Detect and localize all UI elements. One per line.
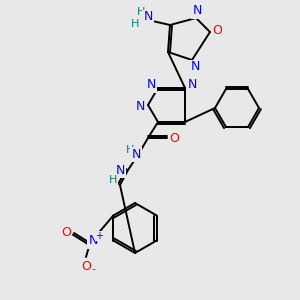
Text: N: N <box>146 79 156 92</box>
Text: H: H <box>126 145 134 155</box>
Text: N: N <box>131 148 141 160</box>
Text: H: H <box>109 175 117 185</box>
Text: H: H <box>131 19 139 29</box>
Text: N: N <box>88 235 98 248</box>
Text: +: + <box>95 231 103 241</box>
Text: O: O <box>169 131 179 145</box>
Text: N: N <box>115 164 125 176</box>
Text: N: N <box>192 4 202 17</box>
Text: H: H <box>137 7 145 17</box>
Text: N: N <box>187 79 197 92</box>
Text: N: N <box>190 61 200 74</box>
Text: N: N <box>135 100 145 113</box>
Text: -: - <box>91 264 95 274</box>
Text: N: N <box>143 11 153 23</box>
Text: O: O <box>81 260 91 272</box>
Text: O: O <box>212 23 222 37</box>
Text: O: O <box>61 226 71 238</box>
